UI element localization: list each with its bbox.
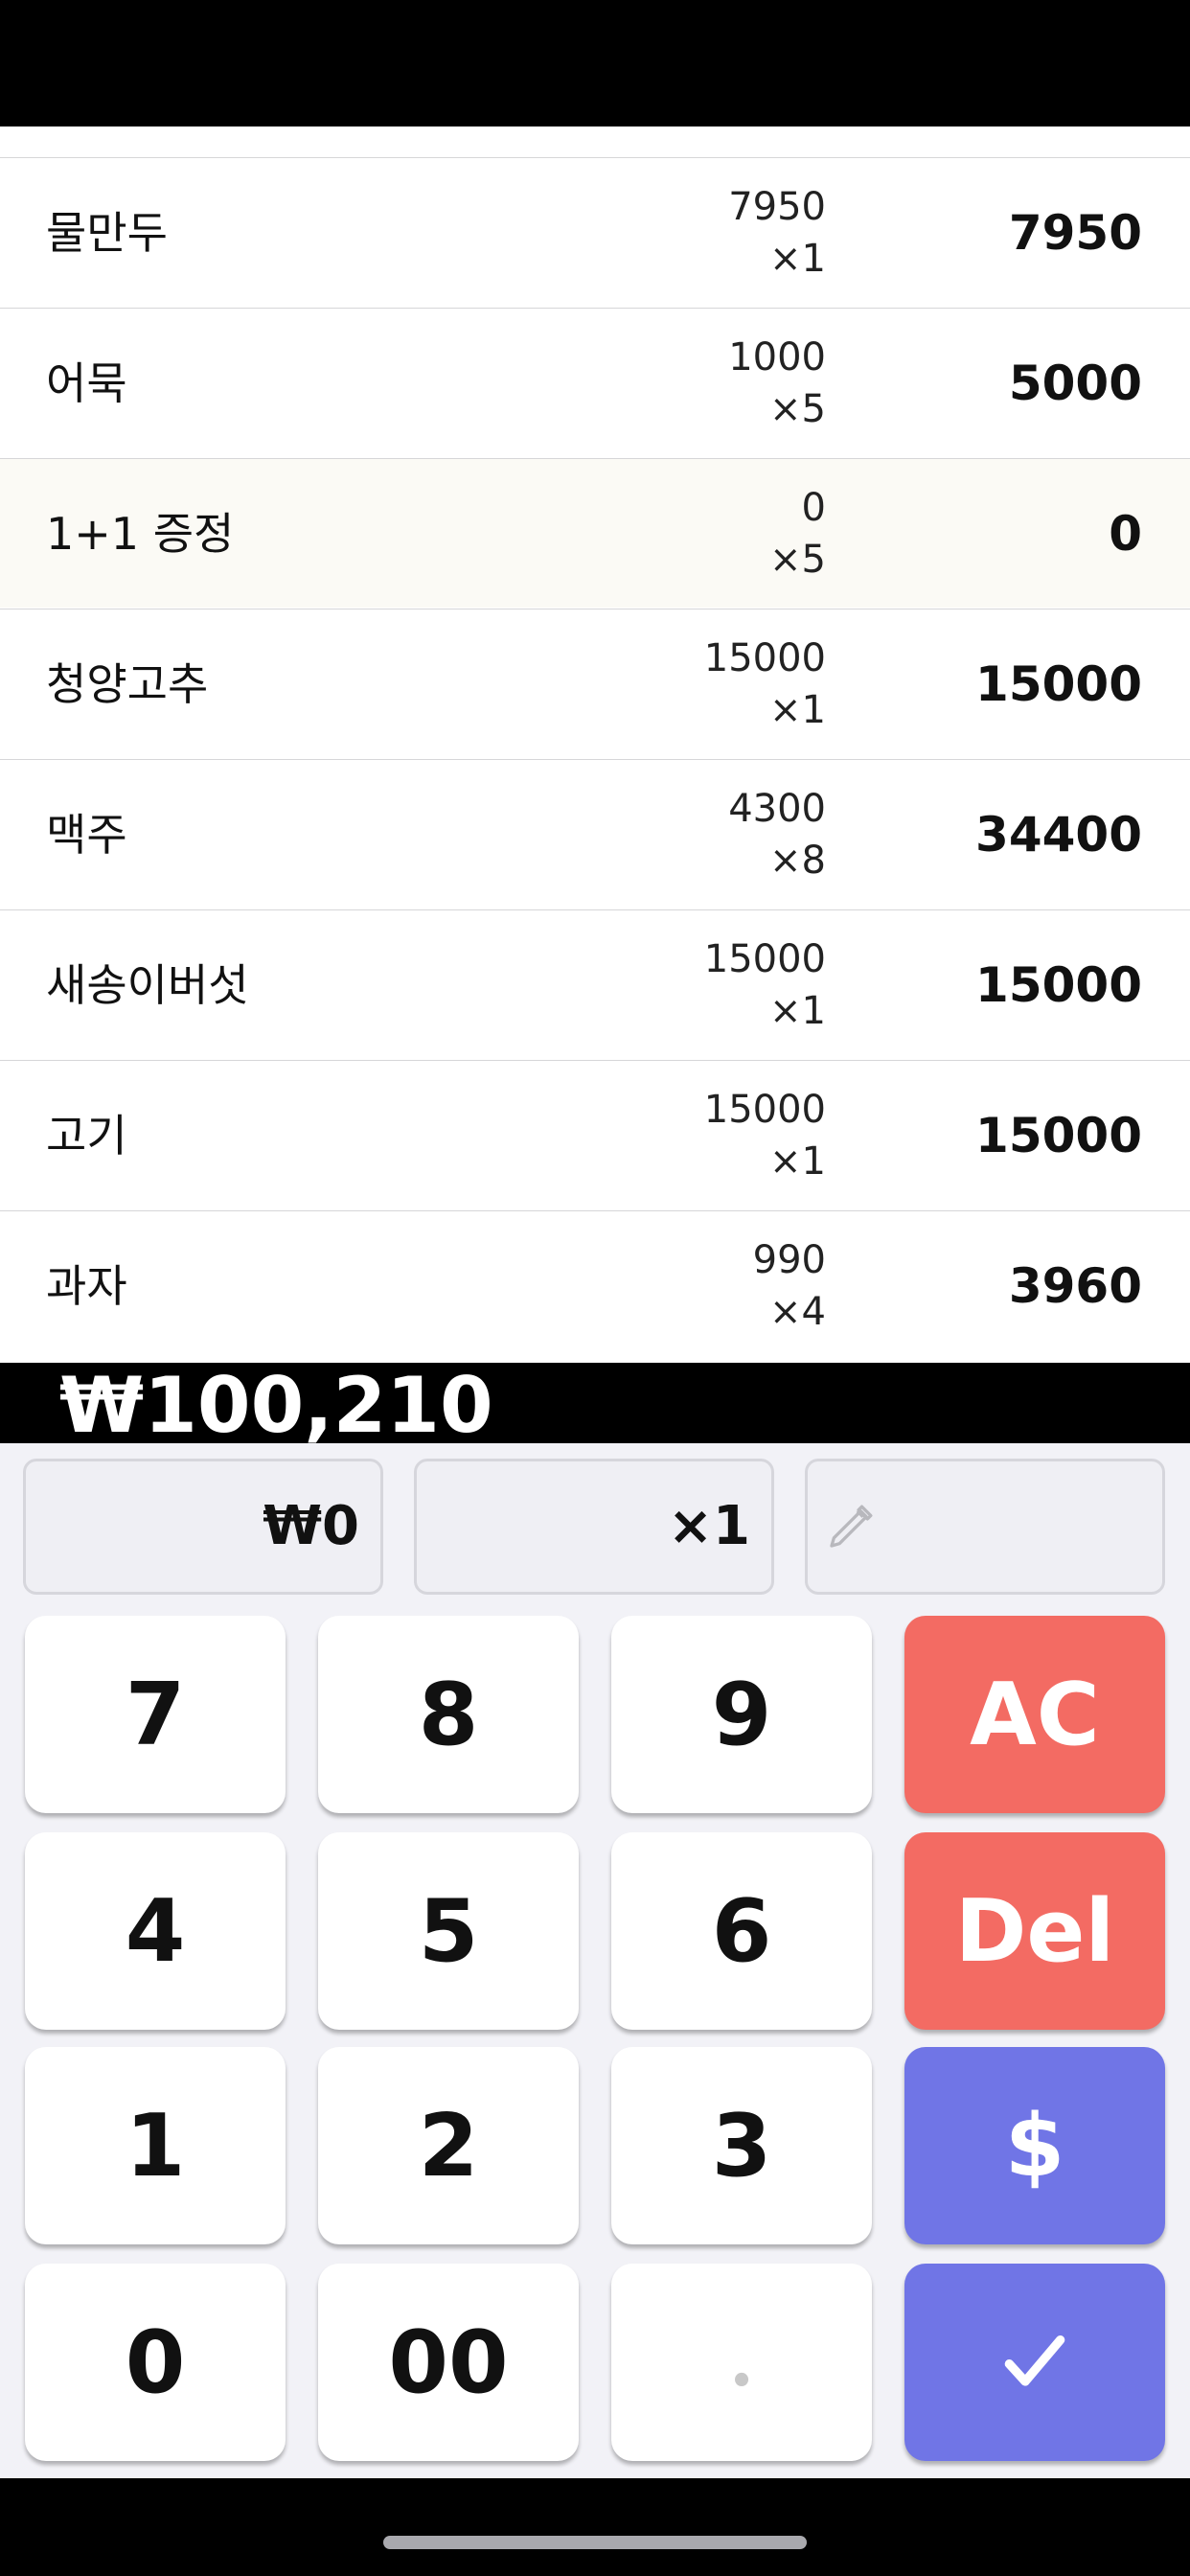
item-quantity: ×1 [769,989,826,1033]
delete-button[interactable]: Del [904,1832,1165,2030]
key-2[interactable]: 2 [318,2047,579,2244]
key-7[interactable]: 7 [25,1616,286,1813]
item-unit-price: 15000 [703,636,826,680]
item-unit-qty: 7950 ×1 [728,181,826,285]
item-unit-qty: 0 ×5 [769,482,826,586]
status-bar [0,0,1190,126]
quantity-input[interactable]: ×1 [414,1459,774,1595]
key-00[interactable]: 00 [318,2264,579,2461]
item-quantity: ×5 [769,387,826,431]
item-row[interactable]: 청양고추 15000 ×1 15000 [0,609,1190,758]
keypad: ₩0 ×1 7 8 9 AC 4 5 6 Del 1 2 3 $ 0 00 • [0,1443,1190,2478]
item-name: 물만두 [46,207,168,259]
key-3[interactable]: 3 [611,2047,872,2244]
item-unit-price: 15000 [703,1088,826,1132]
item-row[interactable]: 물만두 7950 ×1 7950 [0,157,1190,307]
key-8[interactable]: 8 [318,1616,579,1813]
key-5[interactable]: 5 [318,1832,579,2030]
key-4[interactable]: 4 [25,1832,286,2030]
pencil-icon [830,1505,873,1548]
home-indicator[interactable] [383,2536,807,2549]
key-6[interactable]: 6 [611,1832,872,2030]
item-unit-price: 1000 [728,335,826,380]
decimal-point-key[interactable]: • [611,2264,872,2461]
all-clear-button[interactable]: AC [904,1616,1165,1813]
item-name: 어묵 [46,357,127,409]
item-row[interactable]: 과자 990 ×4 3960 [0,1210,1190,1360]
item-quantity: ×1 [769,688,826,732]
item-row[interactable]: 고기 15000 ×1 15000 [0,1060,1190,1209]
item-name: 과자 [46,1260,127,1312]
item-unit-price: 0 [801,486,826,530]
total-bar: ₩100,210 [0,1363,1190,1449]
key-0[interactable]: 0 [25,2264,286,2461]
confirm-button[interactable] [904,2264,1165,2461]
currency-button[interactable]: $ [904,2047,1165,2244]
item-total: 15000 [975,957,1142,1013]
key-1[interactable]: 1 [25,2047,286,2244]
item-unit-qty: 1000 ×5 [728,332,826,435]
item-quantity: ×4 [769,1290,826,1334]
item-total: 5000 [1008,356,1142,411]
item-name: 새송이버섯 [46,959,249,1011]
memo-input[interactable] [805,1459,1165,1595]
item-total: 15000 [975,656,1142,712]
item-quantity: ×8 [769,839,826,883]
item-name: 맥주 [46,809,127,861]
item-row[interactable]: 새송이버섯 15000 ×1 15000 [0,909,1190,1059]
item-total: 7950 [1008,205,1142,261]
item-name: 1+1 증정 [46,508,235,560]
item-quantity: ×1 [769,237,826,281]
item-list[interactable]: 물만두 7950 ×1 7950 어묵 1000 ×5 5000 1+1 증정 … [0,126,1190,1363]
item-unit-qty: 4300 ×8 [728,783,826,886]
item-row-highlighted[interactable]: 1+1 증정 0 ×5 0 [0,458,1190,608]
item-unit-price: 4300 [728,787,826,831]
item-name: 청양고추 [46,658,209,710]
item-unit-qty: 15000 ×1 [704,933,826,1037]
item-row[interactable]: 어묵 1000 ×5 5000 [0,308,1190,457]
item-unit-price: 15000 [703,937,826,981]
item-unit-price: 7950 [728,185,826,229]
item-total: 3960 [1008,1258,1142,1314]
item-unit-qty: 990 ×4 [753,1234,826,1338]
item-row[interactable]: 맥주 4300 ×8 34400 [0,759,1190,908]
item-total: 0 [1109,506,1142,562]
item-unit-qty: 15000 ×1 [704,1084,826,1187]
item-quantity: ×1 [769,1139,826,1184]
item-unit-qty: 15000 ×1 [704,632,826,736]
grand-total: ₩100,210 [59,1361,493,1450]
checkmark-icon [1004,2335,1065,2386]
item-total: 15000 [975,1108,1142,1163]
price-input[interactable]: ₩0 [23,1459,383,1595]
item-unit-price: 990 [752,1238,826,1282]
item-quantity: ×5 [769,538,826,582]
key-9[interactable]: 9 [611,1616,872,1813]
item-name: 고기 [46,1110,127,1162]
item-total: 34400 [975,807,1142,862]
